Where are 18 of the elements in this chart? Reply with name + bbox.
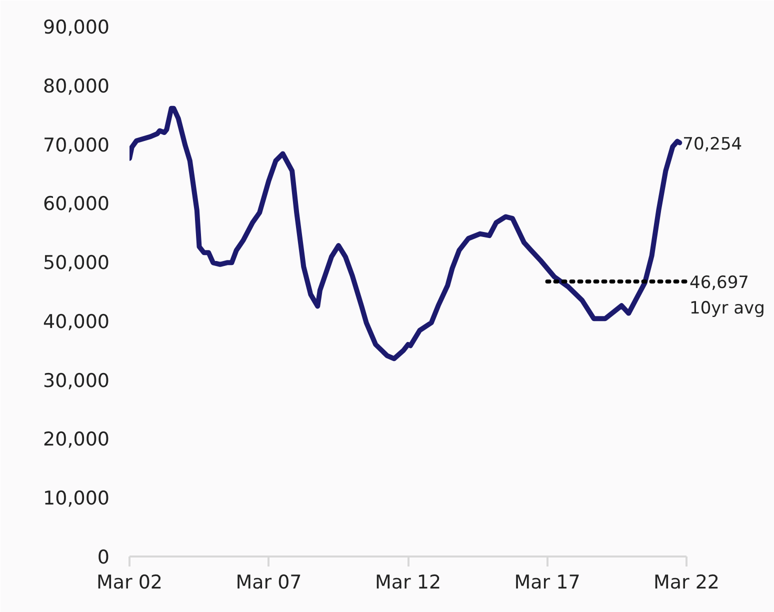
y-tick-label: 80,000 — [43, 75, 110, 98]
y-tick-label: 60,000 — [43, 193, 110, 216]
x-tick-label: Mar 02 — [96, 572, 163, 594]
y-tick-label: 90,000 — [43, 16, 110, 38]
x-tick-label: Mar 22 — [653, 572, 720, 594]
annotation: 70,254 — [682, 134, 742, 154]
y-tick-label: 30,000 — [43, 370, 110, 392]
y-tick-label: 70,000 — [43, 134, 110, 156]
y-tick-label: 40,000 — [43, 310, 110, 333]
x-tick-label: Mar 17 — [514, 572, 580, 594]
annotation: 46,697 — [690, 273, 749, 294]
y-tick-label: 50,000 — [43, 252, 110, 274]
x-tick-label: Mar 12 — [375, 572, 442, 594]
y-tick-label: 20,000 — [43, 428, 110, 451]
x-tick-label: Mar 07 — [236, 572, 302, 594]
y-tick-label: 0 — [97, 546, 110, 568]
annotation: 10yr avg — [690, 298, 765, 319]
y-tick-label: 10,000 — [43, 488, 110, 510]
